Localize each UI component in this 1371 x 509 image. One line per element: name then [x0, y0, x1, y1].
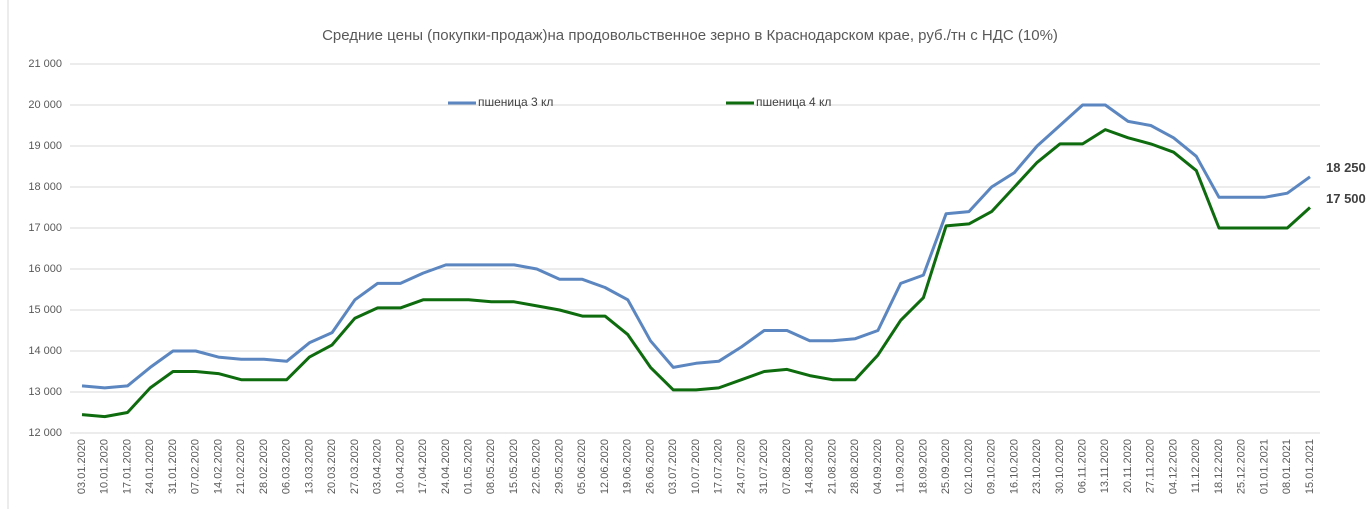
x-tick-label: 20.11.2020 — [1122, 439, 1134, 493]
x-tick-label: 16.10.2020 — [1008, 439, 1020, 494]
x-tick-label: 07.02.2020 — [190, 439, 202, 494]
x-tick-label: 25.12.2020 — [1236, 439, 1248, 494]
x-tick-label: 10.01.2020 — [99, 439, 111, 494]
x-tick-label: 13.11.2020 — [1099, 439, 1111, 493]
x-tick-label: 09.10.2020 — [986, 439, 998, 494]
x-tick-label: 14.08.2020 — [804, 439, 816, 494]
x-tick-label: 17.01.2020 — [121, 439, 133, 494]
chart: Средние цены (покупки-продаж)на продовол… — [0, 0, 1371, 509]
x-tick-label: 14.02.2020 — [212, 439, 224, 494]
x-tick-label: 23.10.2020 — [1031, 439, 1043, 494]
x-tick-label: 10.07.2020 — [690, 439, 702, 494]
x-tick-label: 01.01.2021 — [1258, 439, 1270, 494]
data-label: 18 250 — [1326, 160, 1366, 175]
x-tick-label: 30.10.2020 — [1054, 439, 1066, 494]
x-tick-label: 02.10.2020 — [963, 439, 975, 494]
y-tick-label: 12 000 — [28, 427, 62, 439]
x-tick-label: 15.05.2020 — [508, 439, 520, 494]
x-tick-label: 13.03.2020 — [303, 439, 315, 494]
x-tick-label: 27.11.2020 — [1145, 439, 1157, 493]
y-tick-label: 20 000 — [28, 99, 62, 111]
y-tick-label: 21 000 — [28, 58, 62, 70]
legend-label: пшеница 3 кл — [478, 95, 553, 109]
series-line — [82, 130, 1310, 417]
x-tick-label: 04.09.2020 — [872, 439, 884, 494]
x-tick-label: 31.07.2020 — [758, 439, 770, 494]
x-tick-label: 06.03.2020 — [281, 439, 293, 494]
x-tick-label: 10.04.2020 — [394, 439, 406, 494]
y-tick-label: 19 000 — [28, 140, 62, 152]
x-tick-label: 26.06.2020 — [644, 439, 656, 494]
x-tick-label: 01.05.2020 — [462, 439, 474, 494]
x-tick-label: 08.05.2020 — [485, 439, 497, 494]
x-tick-label: 28.02.2020 — [258, 439, 270, 494]
x-tick-label: 06.11.2020 — [1076, 439, 1088, 493]
data-label: 17 500 — [1326, 191, 1366, 206]
legend-label: пшеница 4 кл — [756, 95, 831, 109]
x-tick-label: 03.07.2020 — [667, 439, 679, 494]
x-tick-label: 25.09.2020 — [940, 439, 952, 494]
y-tick-label: 14 000 — [28, 345, 62, 357]
x-tick-label: 11.09.2020 — [895, 439, 907, 493]
x-tick-label: 20.03.2020 — [326, 439, 338, 494]
x-tick-label: 24.07.2020 — [735, 439, 747, 494]
x-tick-label: 24.01.2020 — [144, 439, 156, 494]
x-tick-label: 28.08.2020 — [849, 439, 861, 494]
x-tick-label: 11.12.2020 — [1190, 439, 1202, 493]
x-tick-label: 18.12.2020 — [1213, 439, 1225, 494]
x-tick-label: 03.01.2020 — [76, 439, 88, 494]
x-tick-label: 18.09.2020 — [917, 439, 929, 494]
x-tick-label: 22.05.2020 — [531, 439, 543, 494]
x-tick-label: 31.01.2020 — [167, 439, 179, 494]
x-tick-label: 17.04.2020 — [417, 439, 429, 494]
x-tick-label: 12.06.2020 — [599, 439, 611, 494]
x-tick-label: 24.04.2020 — [440, 439, 452, 494]
x-tick-label: 03.04.2020 — [372, 439, 384, 494]
chart-title: Средние цены (покупки-продаж)на продовол… — [322, 27, 1058, 44]
y-tick-label: 16 000 — [28, 263, 62, 275]
y-tick-label: 13 000 — [28, 386, 62, 398]
x-tick-label: 21.08.2020 — [826, 439, 838, 494]
x-tick-label: 08.01.2021 — [1281, 439, 1293, 494]
x-tick-label: 29.05.2020 — [553, 439, 565, 494]
y-tick-label: 17 000 — [28, 222, 62, 234]
x-tick-label: 27.03.2020 — [349, 439, 361, 494]
y-tick-label: 18 000 — [28, 181, 62, 193]
x-tick-label: 07.08.2020 — [781, 439, 793, 494]
series-line — [82, 105, 1310, 388]
x-tick-label: 21.02.2020 — [235, 439, 247, 494]
x-tick-label: 15.01.2021 — [1304, 439, 1316, 494]
x-tick-label: 19.06.2020 — [622, 439, 634, 494]
x-tick-label: 04.12.2020 — [1167, 439, 1179, 494]
y-tick-label: 15 000 — [28, 304, 62, 316]
x-tick-label: 17.07.2020 — [713, 439, 725, 494]
x-tick-label: 05.06.2020 — [576, 439, 588, 494]
